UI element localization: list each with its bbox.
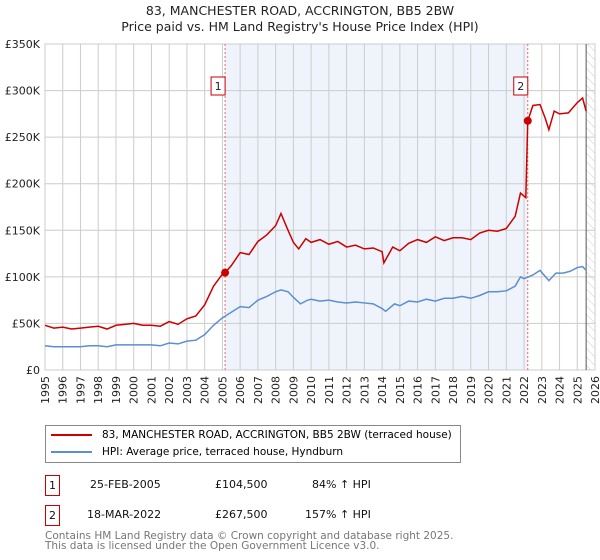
footer: Contains HM Land Registry data © Crown c… (45, 530, 454, 552)
shaded-period (225, 44, 528, 370)
y-tick-label: £200K (5, 178, 41, 191)
chart-subtitle: Price paid vs. HM Land Registry's House … (121, 19, 479, 34)
x-tick-label: 2000 (128, 376, 141, 404)
x-tick-label: 2001 (145, 376, 158, 404)
x-tick-label: 2009 (287, 376, 300, 404)
footer-line: Contains HM Land Registry data © Crown c… (45, 530, 454, 542)
x-tick-label: 2011 (323, 376, 336, 404)
marker-badge: 1 (45, 475, 60, 496)
chart-title: 83, MANCHESTER ROAD, ACCRINGTON, BB5 2BW (145, 3, 455, 18)
forecast-hatch (586, 44, 595, 370)
x-tick-label: 2025 (571, 376, 584, 404)
x-tick-label: 2016 (412, 376, 425, 404)
x-tick-label: 2002 (163, 376, 176, 404)
transaction-row: 2 18-MAR-2022 £267,500 157% ↑ HPI (45, 505, 445, 527)
marker-badge: 2 (45, 505, 60, 526)
property-price-line (44, 96, 587, 330)
y-tick-label: £50K (12, 317, 41, 330)
transaction-point (221, 268, 230, 277)
transaction-date: 25-FEB-2005 (90, 478, 161, 491)
x-tick-label: 2015 (394, 376, 407, 404)
x-tick-label: 2005 (216, 376, 229, 404)
x-tick-label: 2008 (270, 376, 283, 404)
legend: 83, MANCHESTER ROAD, ACCRINGTON, BB5 2BW… (45, 425, 461, 463)
x-tick-label: 2010 (305, 376, 318, 404)
price-chart: 1995 1996 1997 1998 1999 2000 2001 2002 2003 2004… (5, 38, 600, 404)
transaction-hpi: 84% ↑ HPI (312, 478, 371, 491)
marker-label-box (513, 76, 529, 96)
x-tick-label: 2013 (358, 376, 371, 404)
legend-label: 83, MANCHESTER ROAD, ACCRINGTON, BB5 2BW… (102, 429, 452, 441)
x-tick-label: 1999 (110, 376, 123, 404)
legend-item-hpi: HPI: Average price, terraced house, Hynd… (51, 446, 343, 458)
legend-label: HPI: Average price, terraced house, Hynd… (102, 446, 344, 458)
marker-label: 1 (215, 80, 222, 93)
transaction-date: 18-MAR-2022 (87, 508, 162, 521)
x-tick-label: 2022 (518, 376, 531, 404)
x-tick-label: 2024 (554, 376, 567, 404)
y-tick-label: £250K (5, 131, 41, 144)
x-tick-label: 2026 (589, 376, 600, 404)
transaction-hpi: 157% ↑ HPI (305, 508, 371, 521)
legend-line-blue (51, 451, 92, 453)
transaction-price: £267,500 (215, 508, 268, 521)
y-tick-label: £0 (26, 364, 40, 377)
marker-label: 2 (517, 80, 524, 93)
x-tick-label: 2006 (234, 376, 247, 404)
x-tick-label: 2014 (376, 376, 389, 404)
y-tick-label: £350K (5, 38, 41, 51)
y-tick-label: £150K (5, 224, 41, 237)
x-tick-label: 1996 (57, 376, 70, 404)
footer-line: This data is licensed under the Open Gov… (45, 540, 380, 552)
x-tick-label: 2018 (447, 376, 460, 404)
marker-label-box (210, 76, 226, 96)
hpi-line (44, 265, 587, 348)
x-tick-label: 2012 (341, 376, 354, 404)
x-tick-label: 2017 (429, 376, 442, 404)
transaction-row: 1 25-FEB-2005 £104,500 84% ↑ HPI (45, 475, 445, 497)
x-tick-label: 2019 (465, 376, 478, 404)
transaction-point (523, 116, 532, 125)
legend-item-property: 83, MANCHESTER ROAD, ACCRINGTON, BB5 2BW… (51, 429, 452, 441)
y-tick-label: £100K (5, 271, 41, 284)
legend-line-red (51, 434, 92, 436)
x-tick-label: 1998 (92, 376, 105, 404)
x-tick-label: 1997 (74, 376, 87, 404)
plot-border (44, 43, 596, 371)
x-tick-label: 1995 (39, 376, 52, 404)
x-tick-label: 2020 (483, 376, 496, 404)
x-tick-label: 2007 (252, 376, 265, 404)
y-tick-label: £300K (5, 85, 41, 98)
x-tick-label: 2023 (536, 376, 549, 404)
transaction-price: £104,500 (215, 478, 268, 491)
x-tick-label: 2004 (199, 376, 212, 404)
x-tick-label: 2021 (500, 376, 513, 404)
x-tick-label: 2003 (181, 376, 194, 404)
